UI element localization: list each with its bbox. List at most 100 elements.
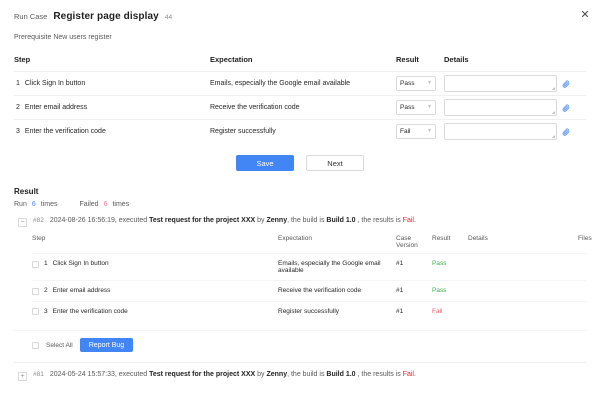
- step-number: 1: [16, 80, 20, 87]
- details-cell: [444, 99, 586, 116]
- row-checkbox[interactable]: [32, 308, 39, 315]
- run-record-text: 2024-05-24 15:57:33, executed Test reque…: [50, 371, 416, 378]
- next-button[interactable]: Next: [306, 155, 364, 171]
- inner-column-header-expectation: Expectation: [278, 235, 312, 242]
- step-cell: 3 Enter the verification code: [14, 128, 210, 135]
- inner-case-version-cell: #1: [396, 287, 404, 294]
- run-label: Run: [14, 201, 27, 208]
- inner-case-version-cell: #1: [396, 307, 404, 315]
- inner-case-version-cell: #1: [396, 260, 404, 267]
- table-row: 3 Enter the verification code Register s…: [14, 119, 586, 143]
- result-select-value: Fail: [400, 128, 411, 135]
- case-id: 44: [164, 14, 173, 21]
- run-record-results-label: , the results is: [355, 217, 403, 224]
- row-checkbox[interactable]: [32, 260, 39, 268]
- save-button[interactable]: Save: [236, 155, 294, 171]
- inner-column-header-step: Step: [32, 235, 46, 242]
- inner-result-cell: Pass: [432, 287, 447, 294]
- run-count: 6: [31, 201, 36, 208]
- failed-count: 6: [103, 201, 108, 208]
- close-icon[interactable]: ✕: [580, 8, 590, 21]
- run-record-81: + #81 2024-05-24 15:57:33, executed Test…: [14, 362, 586, 381]
- inner-step-cell: 1 Click Sign In button: [32, 260, 278, 268]
- table-row: 2 Enter email address Receive the verifi…: [32, 280, 586, 301]
- run-record-results-label: , the results is: [355, 371, 403, 378]
- run-record-build: Build 1.0: [326, 371, 356, 378]
- inner-expectation-cell: Emails, especially the Google email avai…: [278, 260, 381, 274]
- table-row: 3 Enter the verification code Register s…: [32, 300, 586, 322]
- chevron-down-icon: ▼: [427, 80, 432, 86]
- steps-table-header: Step Expectation Result Details: [14, 55, 586, 71]
- expectation-cell: Receive the verification code: [210, 104, 300, 111]
- inner-column-header-files: Files: [578, 235, 592, 242]
- step-text: Enter the verification code: [24, 128, 106, 135]
- run-case-label: Run Case: [14, 12, 48, 21]
- steps-table: Step Expectation Result Details 1 Click …: [0, 55, 600, 143]
- step-text: Enter email address: [24, 104, 88, 111]
- column-header-result: Result: [396, 55, 419, 64]
- result-select[interactable]: Pass ▼: [396, 76, 436, 91]
- minus-square-icon[interactable]: −: [18, 218, 27, 227]
- inner-result-cell: Fail: [432, 307, 443, 315]
- column-header-step: Step: [14, 55, 31, 64]
- plus-square-icon[interactable]: +: [18, 372, 27, 381]
- inner-step-number: 2: [44, 287, 48, 294]
- run-record-by: by: [255, 217, 267, 224]
- run-times-label: times: [40, 201, 58, 208]
- result-select-value: Pass: [400, 80, 415, 87]
- paperclip-icon[interactable]: [561, 126, 570, 137]
- run-record-project: Test request for the project XXX: [149, 217, 256, 224]
- column-header-expectation: Expectation: [210, 55, 253, 64]
- inner-column-header-result: Result: [432, 235, 451, 242]
- select-all-label: Select All: [46, 341, 73, 349]
- table-row: 2 Enter email address Receive the verifi…: [14, 95, 586, 119]
- inner-expectation-cell: Register successfully: [278, 307, 340, 315]
- run-record-build-label: , the build is: [287, 217, 327, 224]
- row-checkbox[interactable]: [32, 287, 39, 295]
- result-cell: Fail ▼: [396, 124, 444, 139]
- step-text: Click Sign In button: [24, 80, 86, 87]
- step-number: 2: [16, 104, 20, 111]
- run-record-datetime: 2024-08-26 16:56:19, executed: [49, 217, 150, 224]
- details-input[interactable]: [444, 99, 557, 116]
- result-section: Result Run 6 times Failed 6 times − #82 …: [0, 187, 600, 381]
- inner-step-cell: 2 Enter email address: [32, 287, 278, 295]
- result-select[interactable]: Fail ▼: [396, 124, 436, 139]
- run-record-id: #81: [33, 371, 44, 378]
- result-select-value: Pass: [400, 104, 415, 111]
- run-record-period: .: [413, 371, 416, 378]
- result-title: Result: [14, 187, 39, 196]
- run-detail-table: Step Expectation Case Version Result Det…: [14, 235, 592, 322]
- failed-label: Failed: [79, 201, 99, 208]
- paperclip-icon[interactable]: [561, 102, 570, 113]
- paperclip-icon[interactable]: [561, 78, 570, 89]
- inner-column-header-details: Details: [468, 235, 488, 242]
- expectation-cell: Register successfully: [210, 128, 276, 135]
- action-buttons: Save Next: [0, 155, 600, 171]
- run-record-id: #82: [33, 217, 44, 224]
- inner-step-number: 3: [44, 307, 48, 315]
- result-stats: Run 6 times Failed 6 times: [14, 201, 586, 208]
- details-input[interactable]: [444, 75, 557, 92]
- run-detail-header: Step Expectation Case Version Result Det…: [32, 235, 592, 253]
- details-input[interactable]: [444, 123, 557, 140]
- failed-times-label: times: [112, 201, 130, 208]
- run-record-result: Fail: [402, 371, 414, 378]
- inner-step-cell: 3 Enter the verification code: [32, 307, 278, 315]
- run-record-82: − #82 2024-08-26 16:56:19, executed Test…: [14, 217, 586, 227]
- inner-step-text: Enter email address: [52, 287, 111, 294]
- inner-step-number: 1: [44, 260, 48, 267]
- step-number: 3: [16, 128, 20, 135]
- report-bug-button[interactable]: Report Bug: [79, 338, 134, 352]
- inner-result-cell: Pass: [432, 260, 447, 267]
- step-cell: 2 Enter email address: [14, 104, 210, 111]
- table-row: 1 Click Sign In button Emails, especiall…: [14, 71, 586, 95]
- select-all-row: Select All Report Bug: [14, 330, 586, 352]
- run-record-result: Fail: [402, 217, 414, 224]
- details-cell: [444, 123, 586, 140]
- run-record-by: by: [255, 371, 267, 378]
- inner-step-text: Enter the verification code: [52, 307, 128, 315]
- run-record-user: Zenny: [266, 217, 288, 224]
- select-all-checkbox[interactable]: [32, 341, 39, 349]
- result-select[interactable]: Pass ▼: [396, 100, 436, 115]
